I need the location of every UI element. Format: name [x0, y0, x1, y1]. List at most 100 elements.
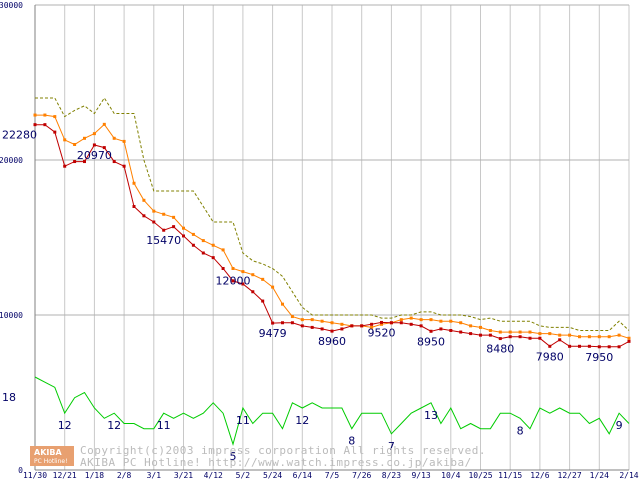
point-average-price — [597, 335, 601, 339]
point-average-price — [409, 316, 413, 320]
x-tick-label: 9/13 — [411, 471, 430, 480]
point-min-price — [350, 324, 354, 328]
akiba-logo-text: AKIBA — [34, 448, 62, 457]
data-label: 18 — [2, 391, 16, 404]
point-min-price — [43, 123, 47, 127]
point-min-price — [617, 345, 621, 349]
point-average-price — [479, 325, 482, 329]
point-min-price — [73, 160, 77, 164]
grid-lines — [34, 4, 630, 471]
point-min-price — [290, 321, 294, 325]
point-average-price — [191, 232, 195, 236]
point-min-price — [587, 344, 591, 348]
data-label: 7950 — [585, 351, 613, 364]
point-average-price — [92, 132, 96, 136]
point-average-price — [172, 215, 176, 219]
point-min-price — [300, 324, 304, 328]
point-average-price — [162, 212, 166, 216]
point-min-price — [330, 329, 334, 333]
x-tick-label: 12/6 — [530, 471, 549, 480]
point-min-price — [122, 164, 126, 168]
point-min-price — [399, 321, 403, 325]
point-min-price — [597, 345, 601, 349]
point-min-price — [172, 225, 176, 229]
point-average-price — [538, 332, 542, 336]
point-average-price — [53, 115, 57, 119]
data-label: 13 — [424, 409, 438, 422]
point-average-price — [508, 330, 512, 334]
data-label: 8480 — [486, 343, 514, 356]
point-min-price — [271, 321, 275, 325]
point-min-price — [419, 324, 423, 328]
point-average-price — [528, 330, 532, 334]
copyright-text: Copyright(c)2003 impress corporation All… — [80, 444, 486, 457]
x-tick-label: 5/2 — [236, 471, 251, 480]
point-average-price — [518, 330, 522, 334]
point-average-price — [399, 318, 403, 322]
point-min-price — [607, 345, 611, 349]
x-tick-label: 3/21 — [174, 471, 193, 480]
point-average-price — [498, 330, 502, 334]
point-average-price — [63, 138, 67, 142]
point-min-price — [221, 267, 225, 270]
point-average-price — [488, 329, 492, 332]
point-min-price — [112, 160, 116, 164]
point-average-price — [251, 273, 255, 277]
point-min-price — [568, 344, 572, 348]
data-label: 12 — [107, 419, 121, 432]
point-average-price — [558, 333, 562, 337]
point-average-price — [290, 315, 294, 319]
point-min-price — [439, 327, 443, 331]
data-label: 12 — [295, 414, 309, 427]
akiba-logo-subtext: PC Hotline! — [34, 458, 67, 465]
point-average-price — [439, 319, 443, 323]
point-average-price — [587, 335, 591, 339]
data-label: 5 — [230, 450, 237, 463]
y-tick-label: 10000 — [0, 311, 23, 320]
point-min-price — [370, 322, 374, 326]
point-min-price — [518, 335, 522, 339]
data-label: 9520 — [368, 326, 396, 339]
x-tick-label: 3/1 — [147, 471, 162, 480]
hotline-url-text: AKIBA PC Hotline! http://www.watch.impre… — [80, 456, 472, 469]
data-label: 20970 — [77, 149, 112, 162]
series-lines — [33, 97, 631, 446]
x-tick-label: 4/12 — [204, 471, 223, 480]
series-line-max-price — [35, 97, 630, 331]
point-average-price — [241, 270, 245, 274]
point-average-price — [310, 318, 314, 322]
point-min-price — [231, 279, 235, 283]
point-min-price — [627, 339, 631, 343]
data-label: 11 — [236, 414, 250, 427]
point-average-price — [221, 248, 225, 252]
point-average-price — [627, 336, 631, 340]
point-min-price — [211, 256, 215, 260]
point-min-price — [201, 251, 205, 255]
point-average-price — [122, 139, 126, 143]
point-average-price — [83, 136, 86, 140]
point-min-price — [92, 143, 96, 147]
x-axis-ticks: 11/30 12/21 1/18 2/8 3/1 3/21 4/12 5/2 5/24 6/14 7… — [23, 471, 639, 480]
point-min-price — [479, 333, 482, 337]
point-average-price — [330, 321, 334, 325]
point-min-price — [241, 282, 245, 286]
point-min-price — [152, 220, 156, 224]
point-min-price — [380, 320, 383, 324]
point-min-price — [389, 321, 393, 325]
point-min-price — [449, 329, 453, 332]
point-average-price — [459, 321, 463, 325]
point-average-price — [33, 113, 37, 117]
y-tick-label: 20000 — [0, 156, 23, 165]
point-average-price — [340, 322, 344, 326]
point-average-price — [617, 333, 621, 337]
point-average-price — [201, 239, 205, 243]
point-average-price — [469, 324, 473, 328]
x-tick-label: 1/18 — [85, 471, 104, 480]
point-average-price — [261, 277, 265, 281]
point-average-price — [380, 322, 383, 326]
x-tick-label: 10/25 — [468, 471, 492, 480]
point-average-price — [73, 143, 77, 146]
point-average-price — [142, 198, 146, 202]
point-average-price — [548, 332, 552, 336]
